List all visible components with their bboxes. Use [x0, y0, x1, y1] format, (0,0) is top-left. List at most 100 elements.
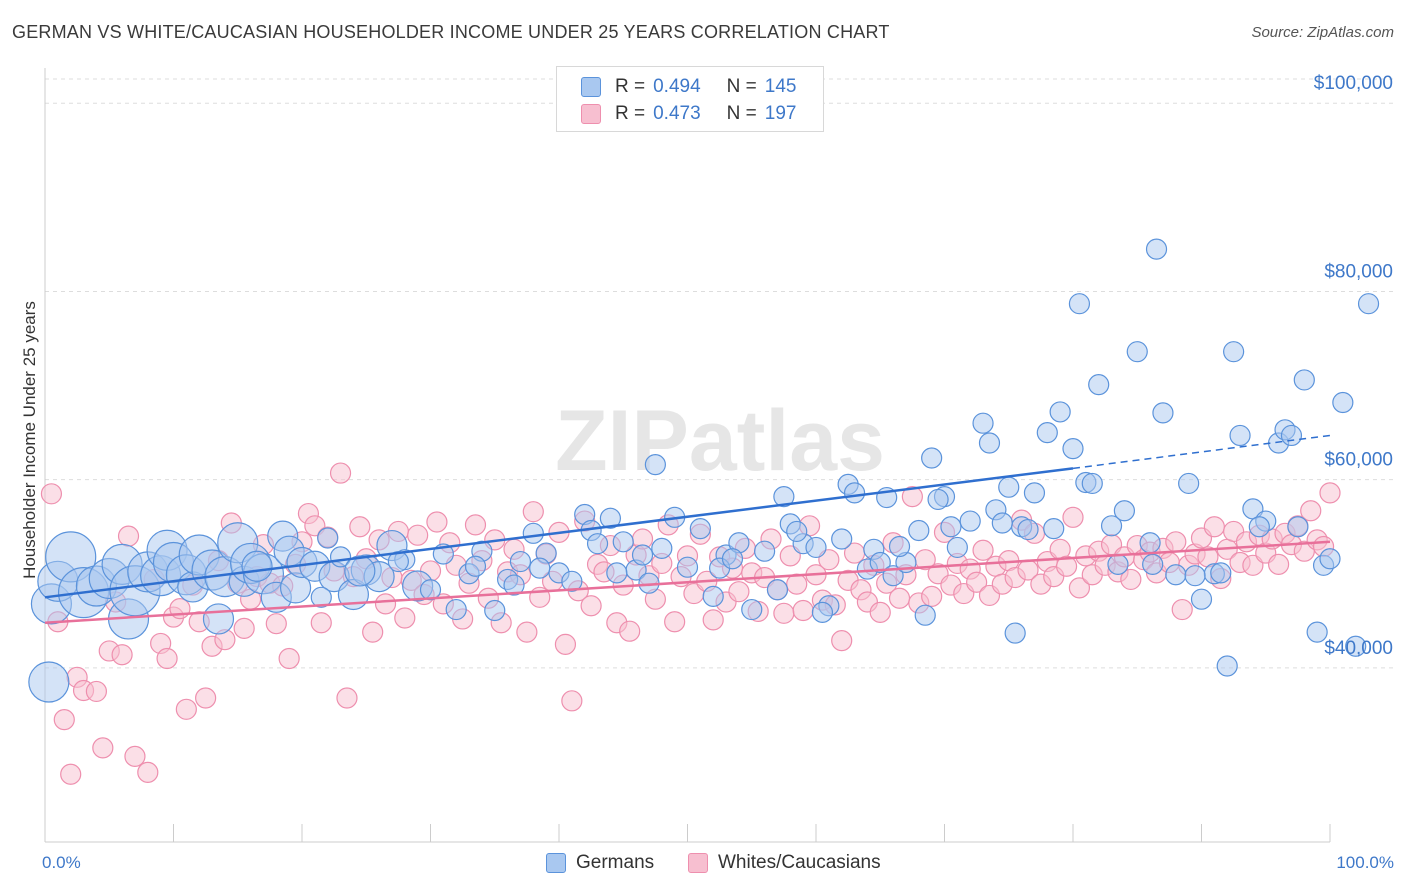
r-label: R = — [615, 76, 646, 97]
whites-caucasians-point — [426, 511, 448, 533]
germans-point — [464, 555, 487, 577]
germans-point — [651, 537, 673, 559]
whites-caucasians-point — [394, 607, 416, 629]
whites-caucasians-point — [779, 545, 801, 567]
germans-point — [1004, 622, 1026, 644]
whites-caucasians-point — [137, 761, 159, 783]
germans-point — [843, 482, 866, 504]
germans-point — [1145, 238, 1168, 260]
y-tick-label: $60,000 — [1324, 450, 1393, 471]
germans-point — [28, 661, 70, 703]
germans-point — [1100, 515, 1123, 537]
whites-caucasians-point — [336, 687, 358, 709]
y-tick-label: $100,000 — [1314, 73, 1393, 94]
germans-point — [387, 550, 409, 573]
germans-point — [202, 603, 235, 635]
germans-point — [786, 520, 808, 543]
whites-caucasians-point — [111, 644, 133, 666]
whites-caucasians-point — [728, 581, 750, 603]
axes — [44, 68, 1331, 843]
germans-point — [721, 548, 744, 570]
germans-point — [946, 536, 968, 559]
whites-caucasians-point — [1062, 506, 1084, 528]
r-label: R = — [615, 103, 646, 124]
source-credit: Source: ZipAtlas.com — [1251, 24, 1394, 41]
germans-point — [1216, 655, 1238, 677]
germans-point — [561, 570, 583, 592]
germans-point — [484, 599, 506, 622]
germans-point — [317, 527, 339, 549]
germans-point — [773, 486, 795, 508]
r-value: 0.494 — [653, 76, 701, 97]
germans-point — [522, 522, 544, 544]
y-axis-label: Householder Income Under 25 years — [20, 301, 39, 579]
whites-caucasians-point — [888, 587, 911, 609]
legend-swatch-blue — [581, 77, 601, 97]
germans-point — [612, 531, 634, 553]
whites-caucasians-point — [362, 621, 384, 643]
whites-caucasians-point — [233, 617, 255, 639]
n-value: 197 — [764, 103, 797, 124]
germans-point — [869, 551, 891, 574]
germans-point — [888, 535, 911, 558]
germans-point — [972, 412, 994, 434]
whites-caucasians-point — [921, 585, 943, 607]
germans-point — [689, 518, 711, 540]
whites-caucasians-point — [1171, 598, 1193, 621]
whites-caucasians-point — [522, 501, 544, 523]
correlation-legend: R = 0.494 N = 145 R = 0.473 N = 197 — [556, 66, 824, 132]
x-tick-max: 100.0% — [1336, 853, 1394, 872]
legend-row-germans: R = 0.494 N = 145 — [581, 75, 796, 99]
germans-point — [1126, 341, 1148, 363]
whites-caucasians-point — [580, 595, 602, 617]
germans-point — [959, 510, 981, 532]
y-tick-labels: $40,000 $60,000 $80,000 $100,000 — [1314, 73, 1393, 659]
whites-caucasians-point — [1242, 554, 1264, 576]
germans-point — [1332, 391, 1354, 414]
whites-caucasians-point — [278, 647, 300, 670]
whites-caucasians-point — [818, 549, 840, 571]
germans-point — [1049, 401, 1071, 423]
r-value: 0.473 — [653, 103, 701, 124]
germans-point — [1184, 565, 1206, 587]
germans-point — [676, 556, 699, 578]
germans-point — [1306, 621, 1328, 643]
whites-caucasians-point — [85, 680, 108, 703]
germans-point — [805, 536, 827, 559]
germans-point — [644, 454, 666, 476]
watermark: ZIPatlas — [555, 393, 885, 489]
germans-point — [1345, 635, 1367, 657]
germans-point — [344, 555, 376, 587]
germans-point — [1165, 564, 1187, 586]
whites-caucasians-point — [156, 647, 178, 670]
legend-swatch-pink — [688, 853, 708, 873]
germans-point — [1210, 562, 1232, 584]
germans-point — [529, 557, 551, 579]
whites-caucasians-point — [329, 462, 352, 484]
germans-point — [1068, 293, 1091, 315]
whites-caucasians-point — [265, 613, 287, 635]
germans-trend-extension — [1072, 434, 1331, 470]
whites-caucasians-point — [664, 611, 686, 633]
whites-caucasians-point — [195, 687, 217, 709]
whites-trend-line — [44, 540, 1331, 624]
chart-title: GERMAN VS WHITE/CAUCASIAN HOUSEHOLDER IN… — [12, 22, 890, 42]
germans-point — [1223, 341, 1245, 363]
legend-item-whites: Whites/Caucasians — [688, 852, 881, 874]
whites-caucasians-point — [1165, 531, 1187, 553]
germans-point — [702, 585, 724, 607]
germans-point — [927, 488, 949, 511]
germans-point — [741, 598, 763, 621]
germans-point — [1043, 518, 1065, 540]
germans-point — [1248, 516, 1270, 538]
whites-caucasians-point — [901, 486, 923, 508]
whites-caucasians-point — [702, 609, 724, 631]
germans-point — [509, 550, 532, 573]
germans-point — [241, 550, 273, 582]
whites-caucasians-point — [464, 514, 487, 536]
whites-caucasians-point — [619, 620, 641, 642]
germans-point — [978, 432, 1001, 454]
germans-point — [1139, 532, 1161, 554]
y-tick-label: $40,000 — [1324, 638, 1393, 659]
